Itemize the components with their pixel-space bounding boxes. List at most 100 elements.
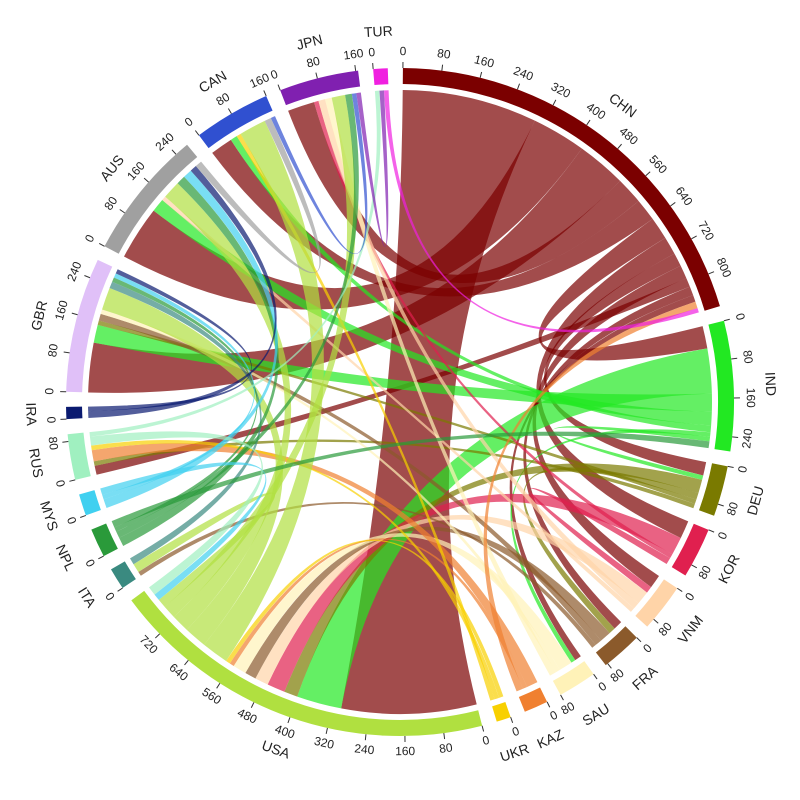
tick-label: 240 [354,741,376,757]
tick-label: 480 [616,124,641,148]
tick-mark [676,587,683,592]
tick-mark [62,441,69,443]
tick-label: 0 [715,530,731,542]
tick-mark [194,130,200,136]
ribbon [100,462,267,600]
tick-mark [63,351,70,354]
tick-mark [443,733,446,740]
tick-mark [227,108,232,114]
tick-mark [607,663,612,669]
ribbon [119,176,279,546]
group-name: TUR [363,23,393,41]
tick-mark [586,119,591,126]
group-name: RUS [26,447,47,479]
tick-mark [723,318,730,322]
tick-mark [315,72,318,79]
ribbons [88,90,712,714]
ribbon [226,539,504,698]
group-name: CHN [606,90,640,121]
tick-mark [708,271,715,275]
tick-label: 0 [682,590,698,604]
group-name: NPL [53,542,79,574]
tick-label: 240 [739,428,755,450]
ribbon [270,93,368,255]
group-arc [131,590,483,736]
tick-label: 80 [46,436,62,451]
tick-label: 0 [640,641,655,656]
group-name: KOR [715,552,743,586]
tick-mark [731,357,738,360]
tick-mark [98,243,105,247]
tick-label: 800 [714,256,735,280]
group-arc [635,579,678,627]
tick-mark [98,555,104,560]
tick-mark [250,702,255,708]
tick-label: 640 [673,184,696,209]
tick-label: 80 [724,500,742,517]
tick-label: 80 [656,619,676,638]
group-arc [67,432,91,480]
group-arc [552,661,594,695]
ribbon [553,426,711,480]
tick-label: 400 [584,100,609,123]
group-arc [104,144,198,254]
tick-mark [727,465,734,469]
tick-label: 240 [64,259,85,283]
tick-mark [645,171,651,177]
tick-label: 0 [735,464,750,474]
group-arc [66,259,113,393]
group-arc [91,523,118,557]
group-name: MYS [37,499,62,533]
group-name: UKR [498,740,531,764]
tick-mark [80,514,87,518]
tick-label: 320 [549,79,574,101]
tick-label: 0 [53,479,68,489]
ribbon [109,281,262,565]
group-arc [280,70,361,106]
tick-mark [171,149,177,155]
group-arc [66,406,83,420]
group-arc [595,626,637,666]
ribbon [111,431,710,528]
tick-label: 80 [740,349,756,364]
ribbon [88,148,621,393]
group-name: JPN [295,31,325,53]
ribbon [112,277,258,532]
group-name: IND [762,372,779,397]
ribbon [229,538,528,689]
tick-label: 240 [512,64,536,84]
tick-label: 80 [305,54,322,71]
tick-mark [325,727,328,734]
group-name: AUS [97,152,128,184]
group-name: GBR [28,299,51,332]
tick-label: 80 [436,46,451,62]
ribbon [538,218,708,361]
ribbon [245,526,610,679]
tick-label: 160 [473,52,496,70]
tick-label: 0 [481,733,491,748]
group-arc [518,687,548,712]
group-name: IRA [23,402,40,427]
ribbon [102,288,283,645]
tick-mark [84,275,91,279]
tick-mark [717,503,724,507]
group-name: FRA [629,662,661,693]
tick-mark [691,235,697,240]
tick-label: 0 [102,590,118,604]
ribbon [162,196,634,612]
ribbon [204,120,324,661]
tick-label: 80 [695,563,714,582]
group-name: KAZ [535,726,567,752]
tick-label: 0 [64,515,80,526]
tick-label: 80 [45,342,61,358]
tick-label: 240 [153,130,177,154]
tick-label: 0 [269,67,281,83]
tick-label: 80 [101,194,120,213]
group-arc [79,490,101,516]
tick-mark [479,71,483,78]
ribbon [255,514,648,685]
tick-label: 560 [646,152,670,176]
tick-mark [216,683,221,689]
tick-mark [69,479,76,482]
